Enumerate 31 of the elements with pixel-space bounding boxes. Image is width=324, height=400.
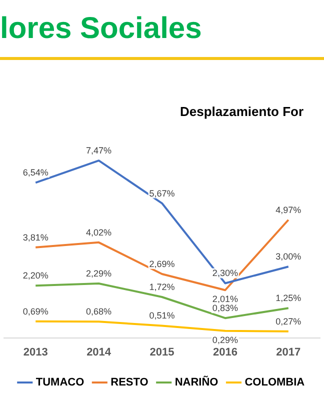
- data-label: 7,47%: [86, 146, 112, 156]
- x-tick-label: 2015: [150, 346, 174, 358]
- data-label: 0,51%: [149, 310, 175, 321]
- data-label: 3,00%: [276, 252, 302, 262]
- data-label: 4,02%: [86, 227, 112, 238]
- legend-label: COLOMBIA: [244, 376, 305, 389]
- data-label: 4,97%: [276, 204, 302, 215]
- legend-label: NARIÑO: [174, 376, 219, 389]
- legend-label: RESTO: [110, 376, 149, 389]
- chart-subtitle: Desplazamiento For: [180, 104, 304, 119]
- data-label: 2,30%: [212, 268, 238, 278]
- legend-label: TUMACO: [36, 376, 85, 389]
- data-label: 3,81%: [22, 232, 48, 242]
- x-tick-label: 2016: [212, 346, 238, 358]
- x-tick-label: 2014: [86, 346, 112, 358]
- data-label: 0,27%: [276, 316, 302, 326]
- data-label: 5,67%: [149, 188, 175, 198]
- chart-title: lores Sociales: [0, 12, 202, 46]
- x-tick-label: 2013: [23, 346, 48, 358]
- data-label: 6,54%: [22, 168, 48, 178]
- data-label: 2,20%: [22, 270, 48, 281]
- data-label: 1,72%: [149, 282, 175, 292]
- x-tick-label: 2017: [276, 346, 301, 358]
- data-label: 2,01%: [212, 294, 238, 304]
- data-label: 2,29%: [86, 268, 112, 278]
- data-label: 0,29%: [212, 334, 238, 345]
- data-label: 2,69%: [149, 258, 175, 269]
- data-label: 0,83%: [212, 303, 238, 314]
- data-label: 1,25%: [276, 293, 302, 304]
- data-label: 0,69%: [22, 306, 48, 316]
- data-label: 0,68%: [86, 306, 112, 317]
